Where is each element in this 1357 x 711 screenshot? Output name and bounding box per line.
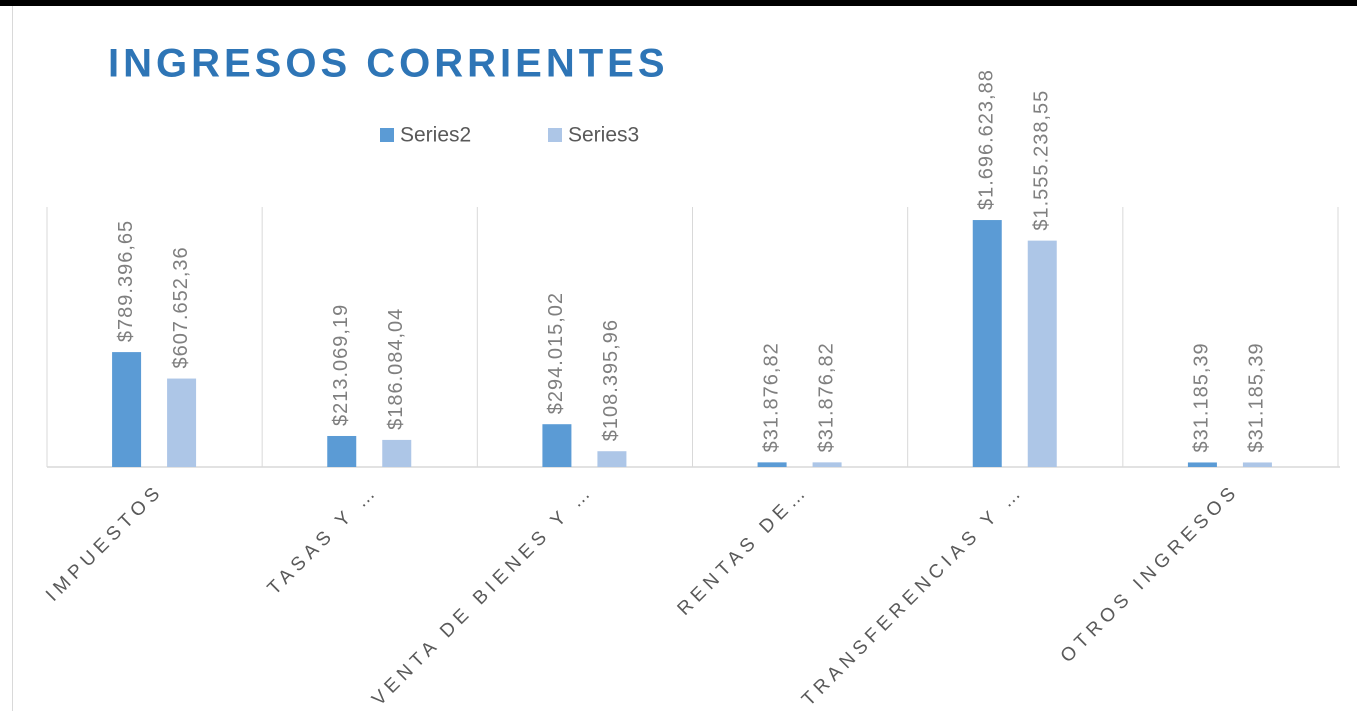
bar [1242,462,1272,467]
legend-label: Series2 [400,124,471,147]
bar [382,439,412,467]
top-border [0,0,1357,6]
data-label: $294.015,02 [545,292,567,414]
x-tick-label: TRANSFERENCIAS Y … [798,480,1028,710]
data-label: $213.069,19 [330,304,352,426]
bar [167,378,197,467]
data-label: $186.084,04 [385,308,407,430]
bar [327,435,357,467]
bar [597,451,627,467]
legend-label: Series3 [568,124,639,147]
legend-swatch [548,128,562,142]
bar [972,220,1002,467]
data-label: $31.185,39 [1191,342,1213,452]
data-label: $789.396,65 [115,220,137,342]
data-label: $31.876,82 [760,342,782,452]
data-label: $31.185,39 [1246,342,1268,452]
legend-swatch [380,128,394,142]
bar [757,462,787,467]
x-tick-label: RENTAS DE… [674,480,814,620]
bar [542,424,572,467]
bar [812,462,842,467]
bar [1187,462,1217,467]
data-label: $607.652,36 [170,246,192,368]
chart-title: INGRESOS CORRIENTES [108,42,669,86]
data-label: $31.876,82 [815,342,837,452]
bar [112,352,142,467]
x-tick-label: TASAS Y … [264,480,383,599]
x-tick-label: VENTA DE BIENES Y … [368,480,598,710]
data-label: $1.555.238,55 [1031,90,1053,231]
data-label: $1.696.623,88 [976,69,998,210]
x-tick-label: OTROS INGRESOS [1057,480,1244,667]
bar [1027,240,1057,467]
x-tick-label: IMPUESTOS [42,480,168,606]
data-label: $108.395,96 [600,319,622,441]
